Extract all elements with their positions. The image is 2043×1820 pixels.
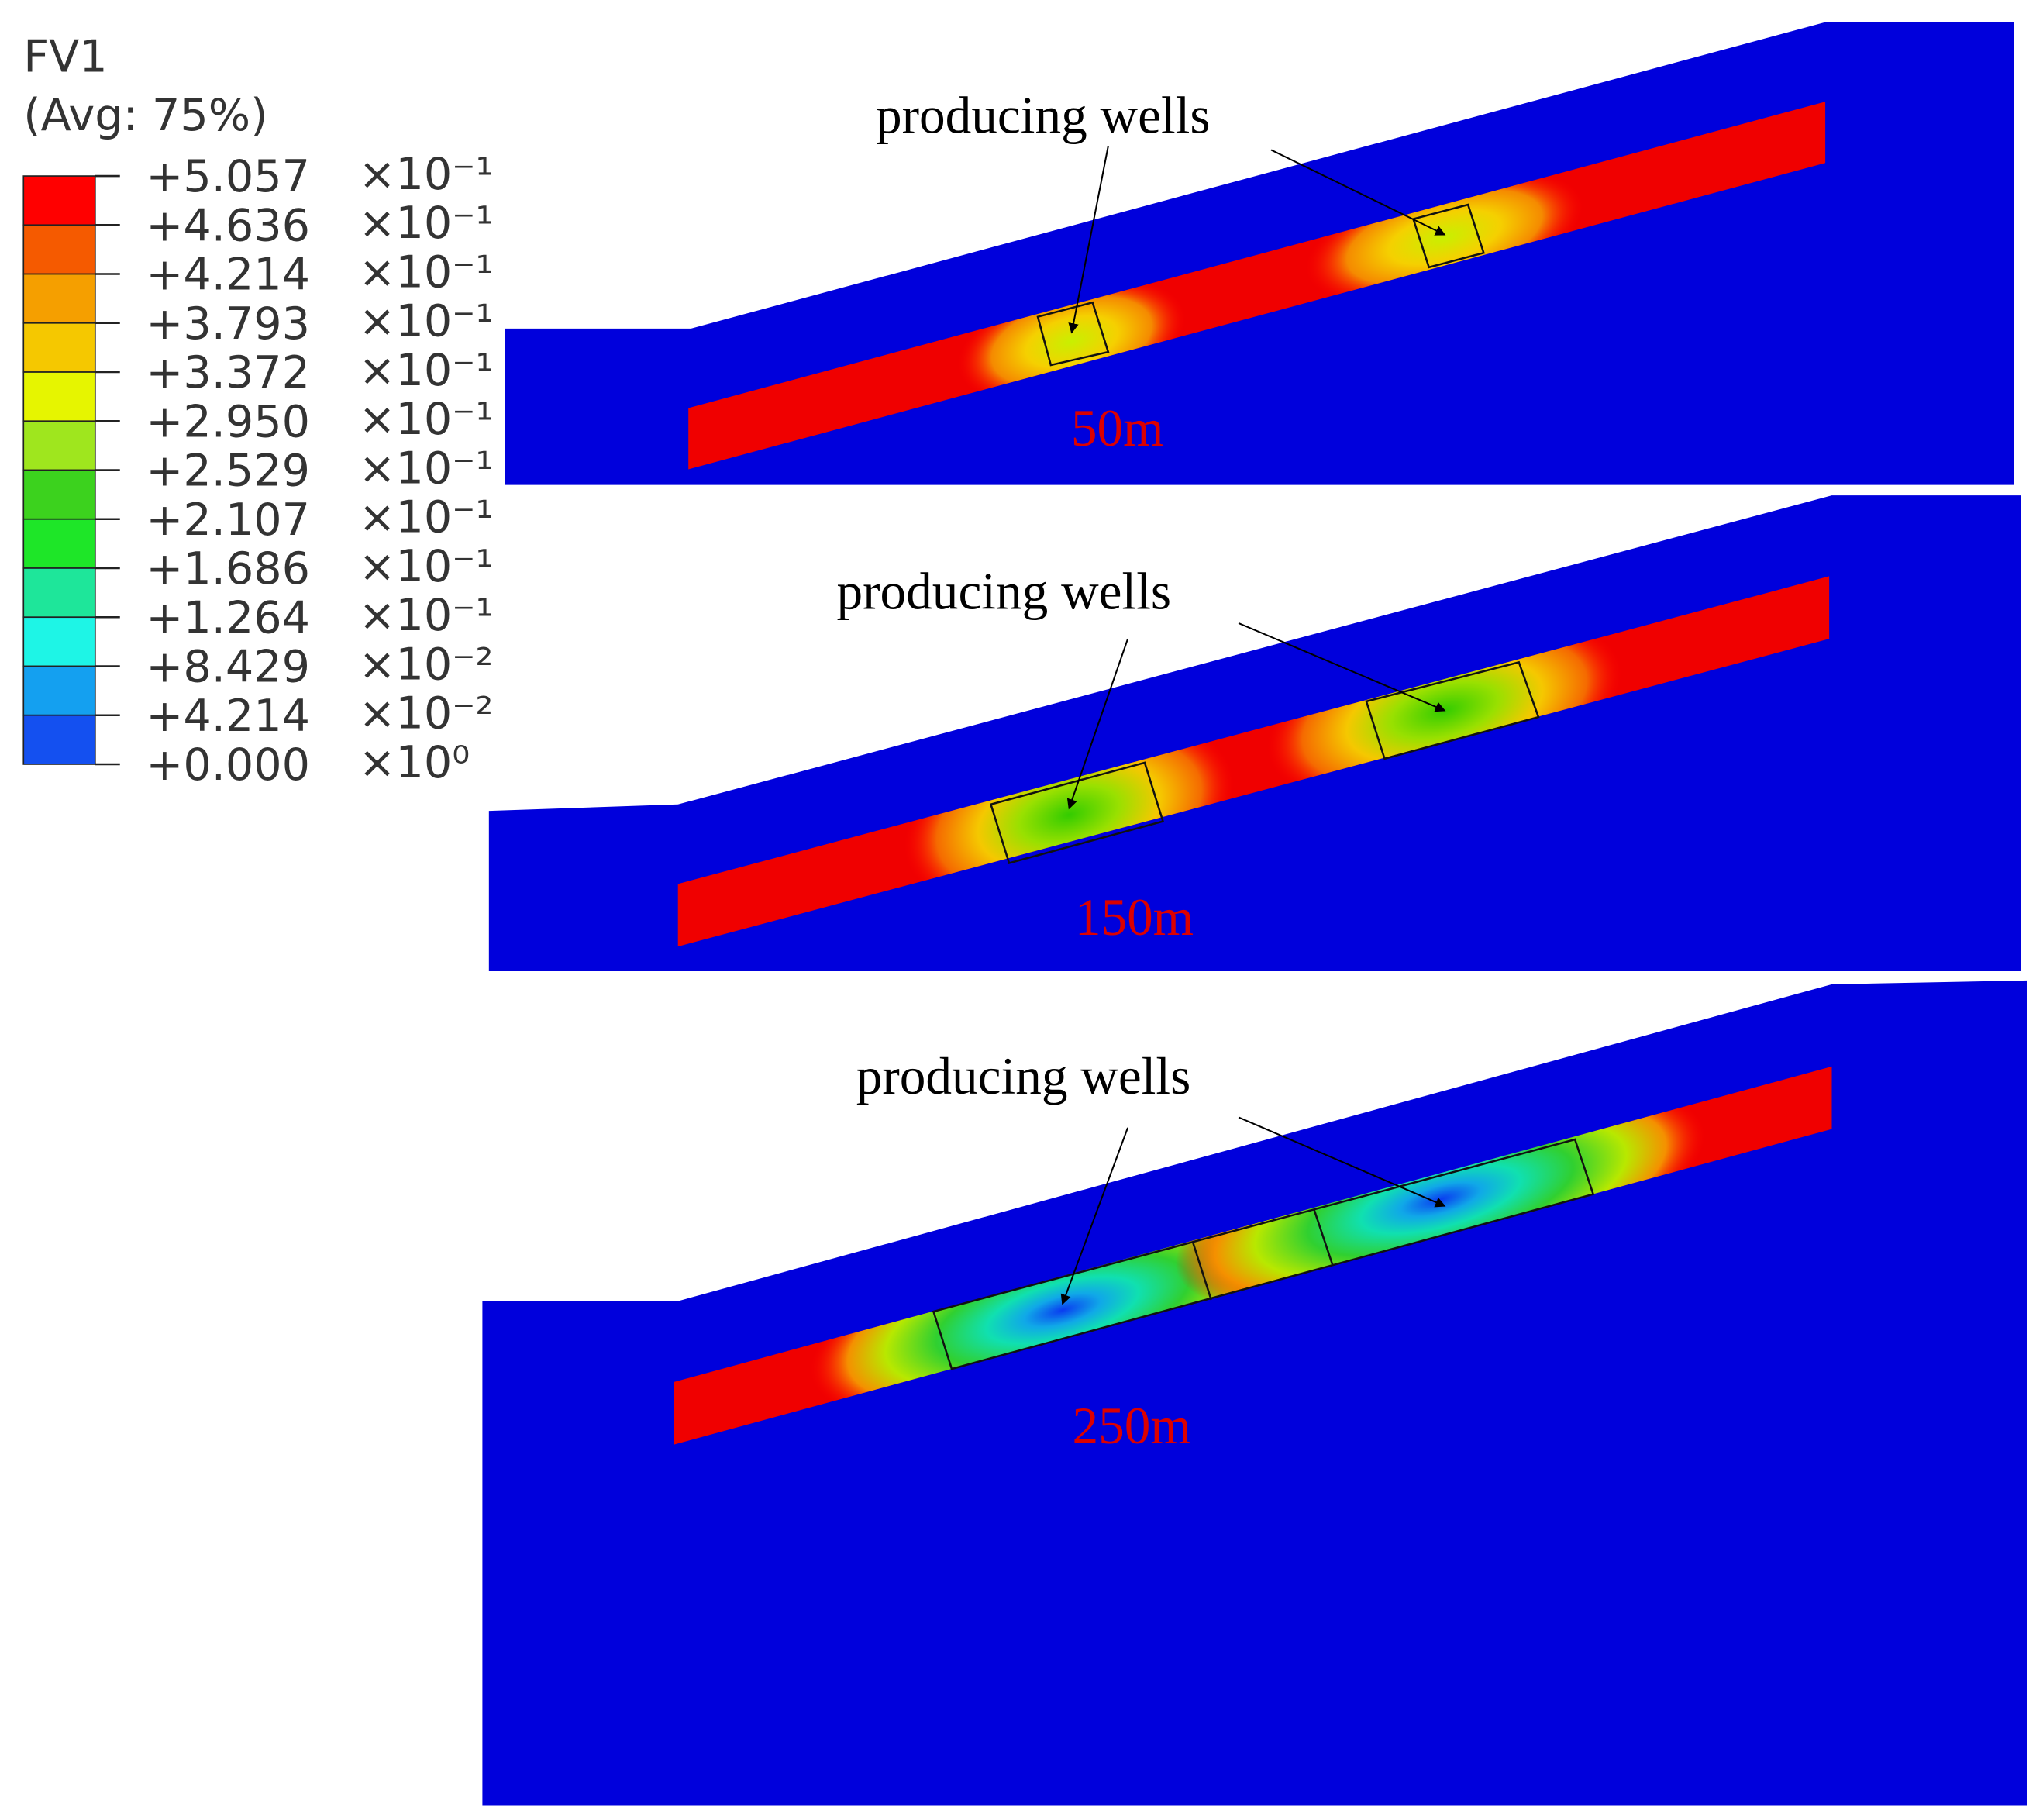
spacing-label: 150m — [1075, 888, 1194, 946]
legend-value: +2.529 — [146, 446, 310, 497]
legend-value: +2.950 — [146, 396, 310, 447]
legend-swatch — [22, 714, 96, 765]
legend-value: +3.372 — [146, 347, 310, 398]
legend-swatch — [22, 616, 96, 667]
panel: producing wells 250m — [482, 980, 2027, 1806]
arrow — [1068, 146, 1109, 334]
spacing-label: 250m — [1073, 1397, 1191, 1455]
legend-swatch — [22, 420, 96, 471]
legend-swatch — [22, 175, 96, 226]
legend-swatch — [22, 469, 96, 520]
model-body — [482, 980, 2027, 1806]
legend-exponent: ×10⁻² — [359, 639, 494, 690]
arrow — [1238, 622, 1446, 712]
annotation: producing wells — [837, 562, 1172, 620]
well-box — [1411, 203, 1485, 269]
panel: producing wells 50m — [505, 22, 2014, 485]
legend-value: +4.214 — [146, 250, 310, 301]
legend-value: +4.214 — [146, 691, 310, 742]
legend-swatch — [22, 567, 96, 619]
legend-swatch — [22, 518, 96, 569]
legend-value: +4.636 — [146, 200, 310, 251]
legend-exponent: ×10⁻¹ — [359, 590, 494, 641]
legend-swatch — [22, 224, 96, 275]
legend-exponent: ×10⁰ — [359, 737, 470, 788]
well-box — [1036, 301, 1110, 367]
legend-value: +0.000 — [146, 739, 310, 791]
legend-swatch — [22, 273, 96, 324]
well-box — [1365, 660, 1540, 760]
legend-value: +1.264 — [146, 592, 310, 643]
well-box — [989, 761, 1165, 864]
arrow — [1270, 149, 1446, 236]
legend-value: +5.057 — [146, 151, 310, 202]
legend-exponent: ×10⁻¹ — [359, 345, 494, 396]
well-box — [1313, 1209, 1334, 1265]
legend-exponent: ×10⁻¹ — [359, 492, 494, 543]
legend-swatch — [22, 665, 96, 716]
legend-swatch — [22, 371, 96, 422]
arrow — [1238, 1116, 1446, 1208]
legend-value: +2.107 — [146, 495, 310, 546]
panel: producing wells 150m — [488, 495, 2021, 972]
well-box — [1192, 1242, 1212, 1301]
legend-exponent: ×10⁻¹ — [359, 443, 494, 494]
legend-swatch — [22, 322, 96, 373]
legend-exponent: ×10⁻¹ — [359, 198, 494, 249]
arrow — [1066, 638, 1129, 810]
spacing-label: 50m — [1071, 399, 1164, 457]
legend-value: +1.686 — [146, 543, 310, 595]
legend-title: FV1 — [23, 32, 107, 83]
arrow — [1060, 1127, 1129, 1305]
legend-exponent: ×10⁻¹ — [359, 541, 494, 592]
legend-value: +8.429 — [146, 642, 310, 693]
legend-value: +3.793 — [146, 298, 310, 350]
legend-exponent: ×10⁻¹ — [359, 394, 494, 445]
legend-exponent: ×10⁻² — [359, 688, 494, 739]
annotation: producing wells — [876, 87, 1211, 145]
legend-subtitle: (Avg: 75%) — [23, 90, 267, 141]
annotation: producing wells — [856, 1047, 1191, 1105]
legend-exponent: ×10⁻¹ — [359, 296, 494, 347]
legend-exponent: ×10⁻¹ — [359, 246, 494, 298]
well-box — [932, 1138, 1595, 1370]
legend-exponent: ×10⁻¹ — [359, 149, 494, 200]
